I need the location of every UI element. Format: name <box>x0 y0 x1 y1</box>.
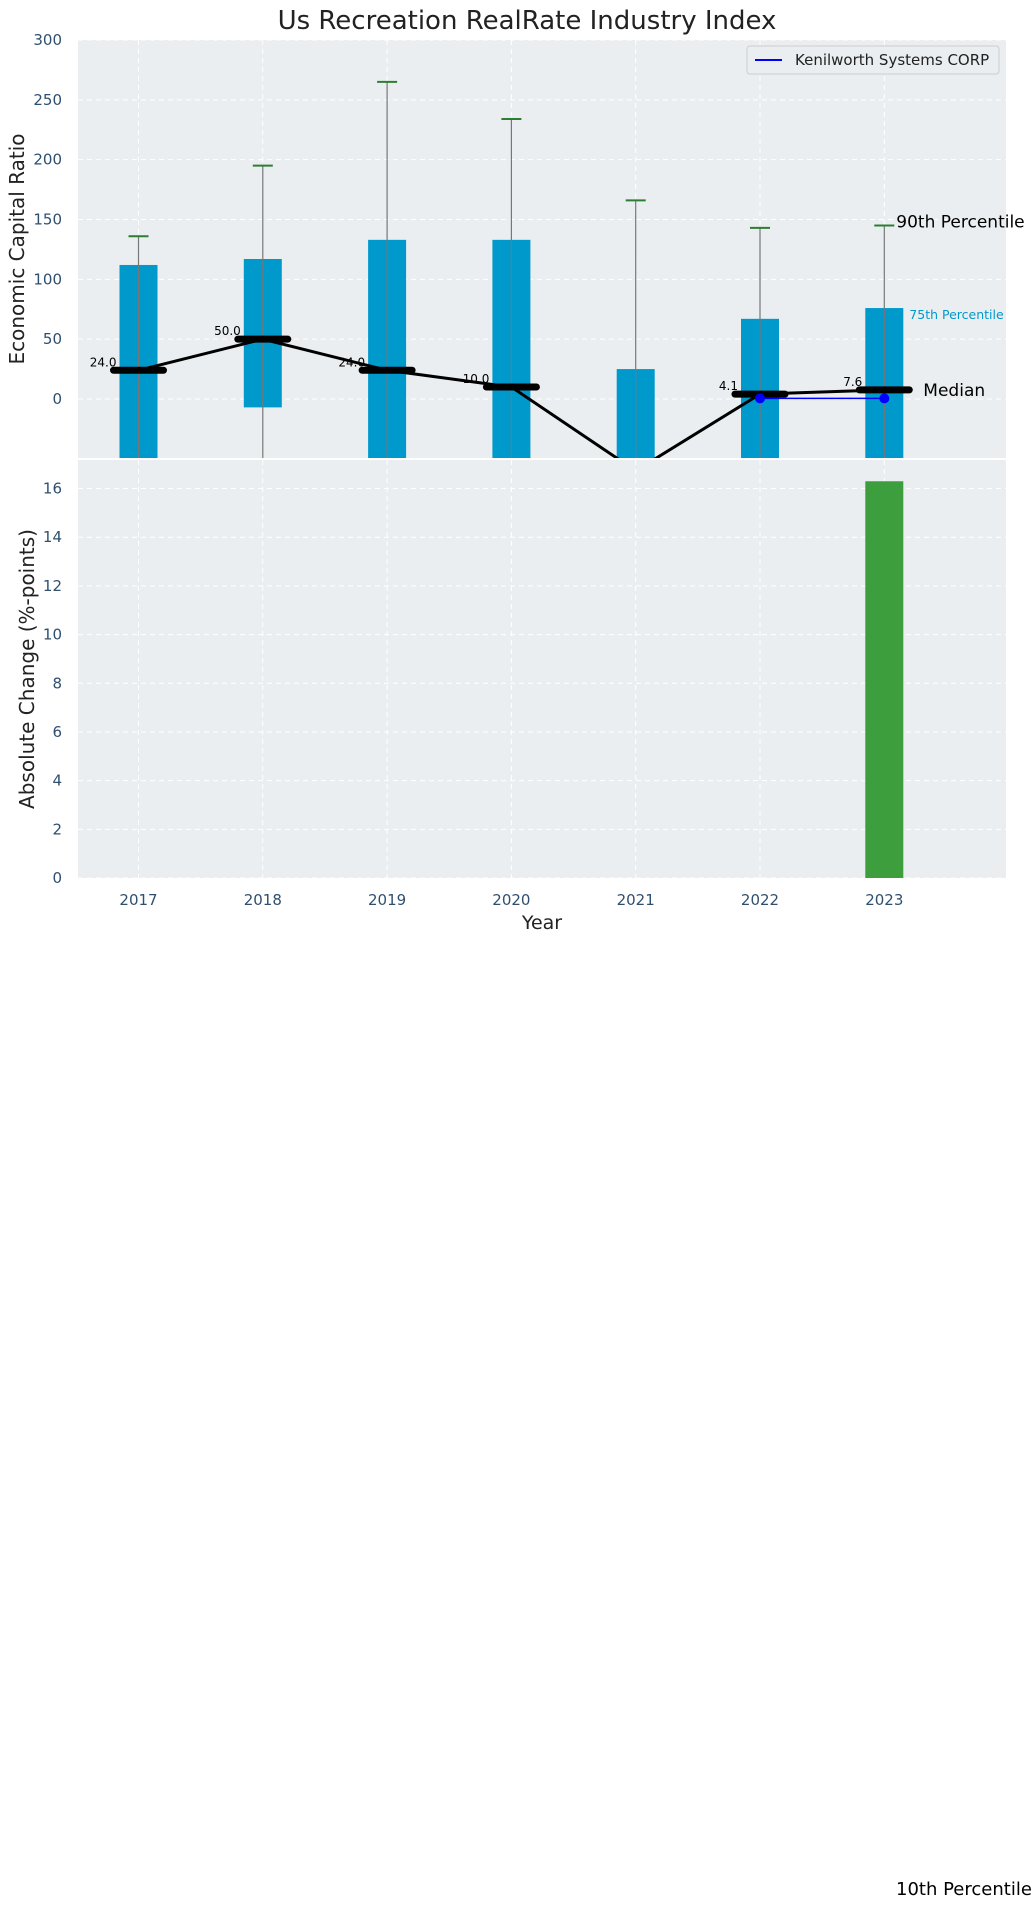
x-tick-label: 2021 <box>617 891 655 909</box>
x-tick-label: 2018 <box>244 891 282 909</box>
bottom-marks <box>865 481 904 878</box>
bottom-panel-background <box>78 460 1006 878</box>
company-series-point <box>755 393 765 404</box>
x-tick-label: 2017 <box>119 891 157 909</box>
chart-title: Us Recreation RealRate Industry Index <box>278 6 777 36</box>
annotation-10th-percentile: 10th Percentile <box>896 1879 1031 1900</box>
median-value-label: 10.0 <box>463 372 490 386</box>
bottom-y-tick-label: 6 <box>52 723 62 741</box>
top-marks: 24.0 50.0 24.0 10.0 4.1 7.6 <box>90 80 913 458</box>
bottom-y-tick-label: 2 <box>52 820 62 838</box>
x-tick-label: 2023 <box>865 891 903 909</box>
median-value-label: 50.0 <box>214 324 241 338</box>
annotation-90th-percentile: 90th Percentile <box>896 212 1024 232</box>
bottom-y-tick-labels: 0 2 4 6 8 10 12 14 16 <box>43 480 62 887</box>
top-y-tick-label: 100 <box>33 270 62 288</box>
bottom-grid <box>78 460 1006 879</box>
top-y-tick-label: 50 <box>43 330 62 348</box>
legend-box <box>746 45 1000 75</box>
top-y-tick-labels: 0 50 100 150 200 250 300 <box>33 31 62 408</box>
legend: Kenilworth Systems CORP <box>746 45 1000 75</box>
bottom-y-tick-label: 14 <box>43 528 62 546</box>
median-value-label: 24.0 <box>90 355 117 369</box>
top-y-tick-label: 0 <box>52 390 62 408</box>
top-y-tick-label: 200 <box>33 151 62 169</box>
top-y-tick-label: 300 <box>33 31 62 49</box>
top-panel: 0 50 100 150 200 250 300 24.0 50.0 24.0 10.0 4.1 7.… <box>5 31 1025 458</box>
top-panel-background <box>78 40 1006 458</box>
legend-label: Kenilworth Systems CORP <box>795 51 989 69</box>
top-y-axis-label: Economic Capital Ratio <box>5 133 29 364</box>
median-value-label: 24.0 <box>338 355 365 369</box>
bottom-y-tick-label: 4 <box>52 772 62 790</box>
x-tick-labels: 2017 2018 2019 2020 2021 2022 2023 <box>119 891 903 909</box>
change-bar <box>865 481 904 878</box>
annotation-median: Median <box>923 381 985 401</box>
bottom-y-tick-label: 10 <box>43 626 62 644</box>
bottom-y-tick-label: 12 <box>43 577 62 595</box>
top-y-tick-label: 150 <box>33 211 62 229</box>
x-axis-label: Year <box>521 912 562 934</box>
median-value-label: 7.6 <box>843 375 862 389</box>
bottom-y-axis-label: Absolute Change (%-points) <box>15 529 39 809</box>
x-tick-label: 2019 <box>368 891 406 909</box>
median-value-label: 4.1 <box>719 379 738 393</box>
x-tick-label: 2020 <box>492 891 530 909</box>
bottom-y-tick-label: 8 <box>52 674 62 692</box>
company-series-point <box>879 393 890 404</box>
annotation-75th-percentile: 75th Percentile <box>909 307 1004 322</box>
x-tick-label: 2022 <box>741 891 779 909</box>
top-y-tick-label: 250 <box>33 91 62 109</box>
bottom-y-tick-label: 0 <box>52 869 62 887</box>
bottom-y-tick-label: 16 <box>43 480 62 498</box>
